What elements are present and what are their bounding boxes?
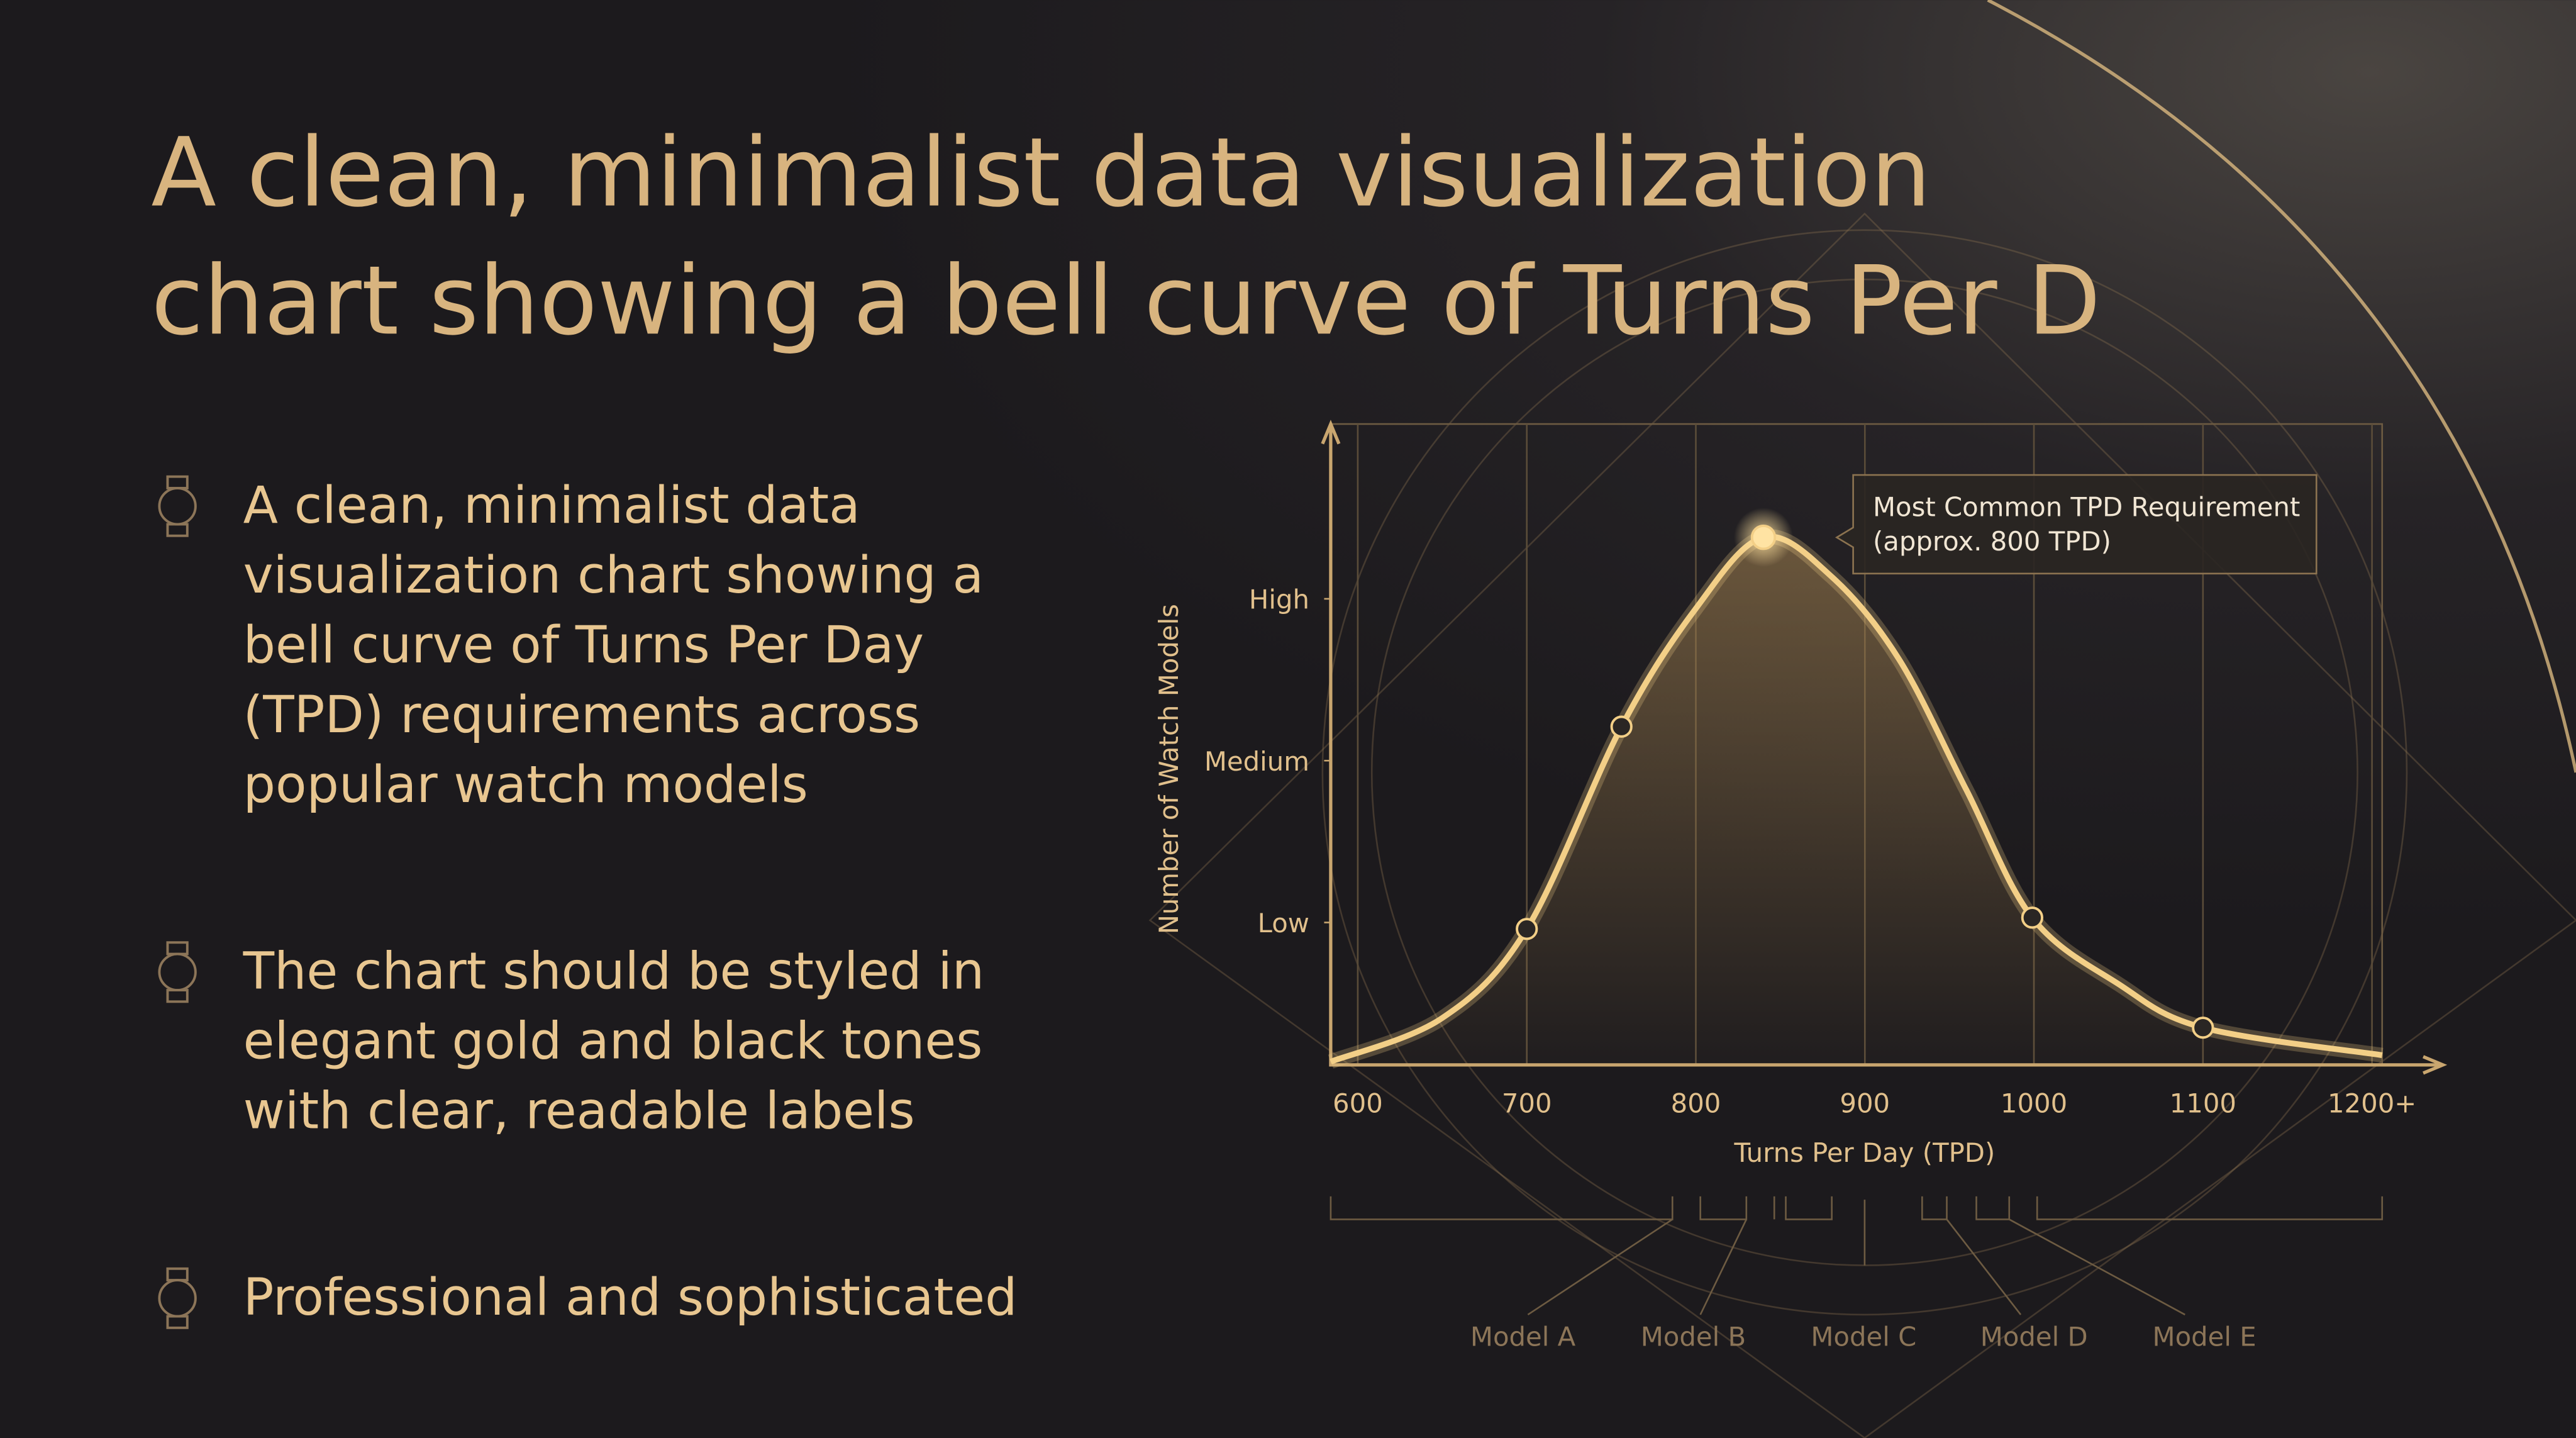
model-label: Model C (1811, 1322, 1916, 1352)
curve-area (1330, 536, 2382, 1065)
watch-icon (158, 1267, 197, 1329)
x-tick-label: 700 (1502, 1088, 1552, 1119)
title-line: chart showing a bell curve of Turns Per … (151, 245, 2101, 356)
bullet-text: The chart should be styled in (243, 942, 985, 1001)
model-label: Model E (2153, 1322, 2257, 1352)
data-point (2192, 1017, 2214, 1039)
bullet-text: elegant gold and black tones (243, 1012, 983, 1071)
icon-strap (166, 1315, 189, 1329)
bullet-text: bell curve of Turns Per Day (243, 616, 924, 675)
icon-strap (166, 523, 189, 537)
annotation-text: (approx. 800 TPD) (1873, 526, 2111, 557)
icon-strap (166, 1267, 189, 1282)
y-axis-label: Number of Watch Models (1153, 604, 1184, 934)
icon-strap (166, 989, 189, 1003)
x-tick-label: 600 (1333, 1088, 1383, 1119)
x-tick-label: 1000 (2001, 1088, 2067, 1119)
x-tick-label: 800 (1671, 1088, 1721, 1119)
icon-strap (166, 475, 189, 489)
model-brackets (1330, 1196, 2384, 1316)
title-line: A clean, minimalist data visualization (151, 117, 1931, 228)
x-tick-label: 900 (1840, 1088, 1890, 1119)
bracket (1330, 1196, 2384, 1316)
icon-strap (166, 941, 189, 956)
data-point (1610, 715, 1633, 738)
watch-icon (158, 941, 197, 1003)
bullet-text: Professional and sophisticated (243, 1268, 1018, 1327)
annotation-text: Most Common TPD Requirement (1873, 491, 2300, 522)
bullets: A clean, minimalist data visualization ch… (158, 475, 1018, 1329)
chart: 600 700 800 900 1000 1100 1200+ Low Medium High Tu… (1153, 420, 2448, 1352)
annotation-box (1835, 474, 2318, 575)
model-label: Model D (1980, 1322, 2088, 1352)
bullet-text: with clear, readable labels (243, 1081, 915, 1140)
bullet-text: popular watch models (243, 755, 808, 815)
y-tick-label: High (1249, 584, 1309, 615)
data-point (1516, 918, 1538, 940)
y-tick-label: Low (1258, 908, 1309, 939)
y-tick-label: Medium (1204, 746, 1309, 777)
model-label: Model A (1470, 1322, 1576, 1352)
data-point (1750, 524, 1777, 550)
x-axis-label: Turns Per Day (TPD) (1734, 1137, 1996, 1168)
chart-frame (1330, 423, 2384, 1065)
watch-icon (158, 475, 197, 537)
data-point (2021, 906, 2044, 929)
bullet-text: A clean, minimalist data (243, 476, 860, 535)
bullet-text: visualization chart showing a (243, 546, 984, 605)
x-tick-label: 1200+ (2328, 1088, 2416, 1119)
x-tick-label: 1100 (2170, 1088, 2236, 1119)
model-label: Model B (1641, 1322, 1746, 1352)
bullet-text: (TPD) requirements across (243, 686, 921, 745)
axis-arrow (1321, 420, 2448, 1075)
